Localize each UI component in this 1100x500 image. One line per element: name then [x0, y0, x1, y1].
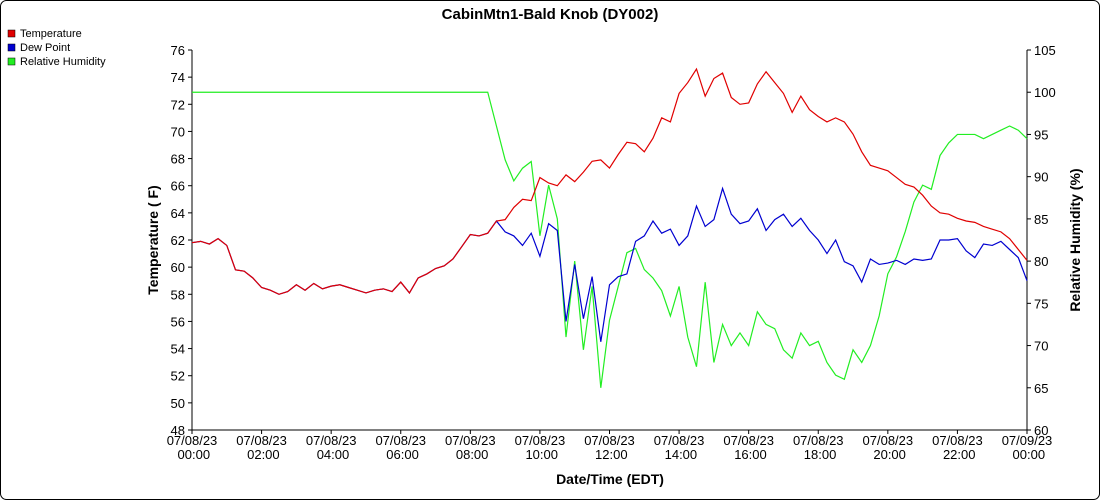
y2-tick-label: 75	[1034, 296, 1048, 311]
y-tick-label: 64	[171, 206, 185, 221]
series-line	[192, 91, 1028, 388]
y-tick-label: 66	[171, 179, 185, 194]
x-axis-label: Date/Time (EDT)	[556, 471, 664, 487]
legend-label: Dew Point	[20, 42, 70, 54]
legend-label: Relative Humidity	[20, 56, 106, 68]
x-tick-label: 07/08/23 20:00	[863, 433, 914, 462]
y2-tick-label: 65	[1034, 381, 1048, 396]
y2-tick-label: 85	[1034, 212, 1048, 227]
y-tick-label: 74	[171, 70, 185, 85]
y-tick-label: 70	[171, 124, 185, 139]
y-tick-label: 76	[171, 43, 185, 58]
y2-tick-label: 60	[1034, 423, 1048, 438]
y-tick-label: 62	[171, 233, 185, 248]
legend-swatch	[7, 43, 16, 52]
y2-tick-label: 105	[1034, 43, 1056, 58]
x-tick-label: 07/08/23 18:00	[793, 433, 844, 462]
y-tick-label: 68	[171, 152, 185, 167]
y-tick-label: 50	[171, 396, 185, 411]
y-tick-label: 54	[171, 342, 185, 357]
y-tick-label: 72	[171, 97, 185, 112]
x-tick-label: 07/08/23 08:00	[445, 433, 496, 462]
x-tick-label: 07/08/23 04:00	[306, 433, 357, 462]
y-axis-label: Temperature ( F)	[145, 185, 161, 294]
y2-tick-label: 100	[1034, 85, 1056, 100]
y2-tick-label: 80	[1034, 254, 1048, 269]
y-tick-label: 58	[171, 287, 185, 302]
x-tick-label: 07/09/23 00:00	[1002, 433, 1053, 462]
x-tick-label: 07/08/23 00:00	[167, 433, 218, 462]
x-tick-label: 07/08/23 06:00	[375, 433, 426, 462]
y2-tick-label: 70	[1034, 339, 1048, 354]
legend-swatch	[7, 29, 16, 38]
y2-tick-label: 95	[1034, 127, 1048, 142]
legend-label: Temperature	[20, 28, 82, 40]
x-tick-label: 07/08/23 02:00	[236, 433, 287, 462]
y2-tick-label: 90	[1034, 170, 1048, 185]
chart-title: CabinMtn1-Bald Knob (DY002)	[442, 6, 659, 23]
x-tick-label: 07/08/23 14:00	[654, 433, 705, 462]
legend-swatch	[7, 57, 16, 66]
series-line	[191, 67, 1028, 295]
x-tick-label: 07/08/23 10:00	[515, 433, 566, 462]
x-tick-label: 07/08/23 12:00	[584, 433, 635, 462]
y-tick-label: 52	[171, 369, 185, 384]
y-tick-label: 56	[171, 314, 185, 329]
y-tick-label: 48	[171, 423, 185, 438]
y-tick-label: 60	[171, 260, 185, 275]
x-tick-label: 07/08/23 16:00	[723, 433, 774, 462]
x-tick-label: 07/08/23 22:00	[932, 433, 983, 462]
y2-axis-label: Relative Humidity (%)	[1067, 168, 1083, 311]
